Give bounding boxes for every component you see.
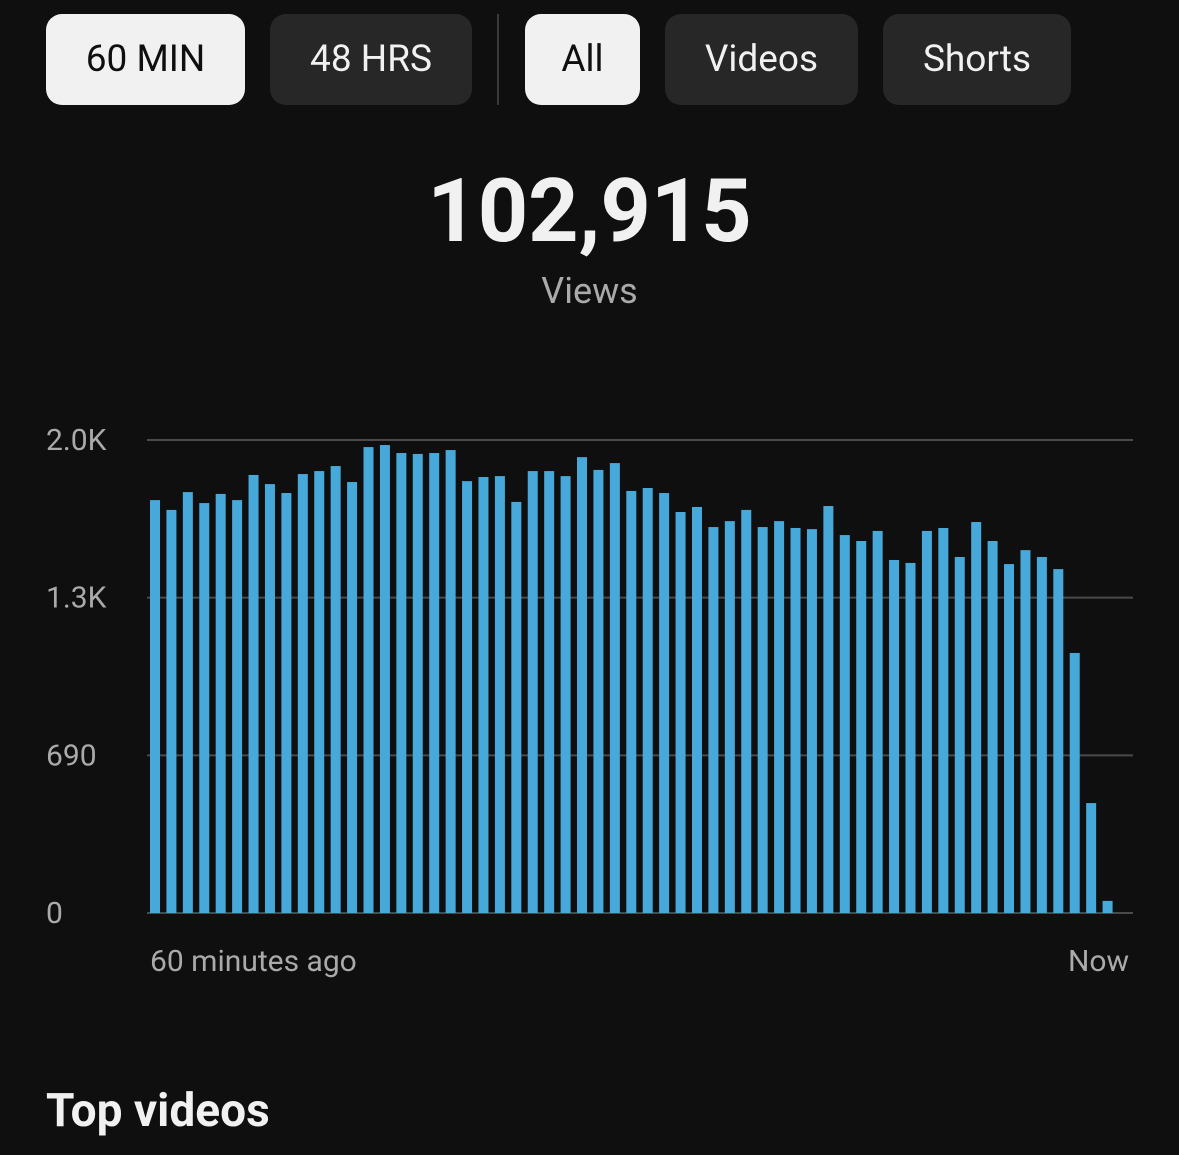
bar: [757, 527, 768, 913]
bar: [182, 492, 193, 913]
bar: [379, 445, 390, 913]
bar: [774, 521, 785, 913]
bar: [577, 457, 588, 913]
bar: [412, 453, 423, 913]
bar: [675, 511, 686, 913]
bar: [199, 503, 210, 913]
bar: [1004, 564, 1015, 913]
bar: [232, 500, 243, 913]
bar: [938, 527, 949, 913]
content-tab[interactable]: All: [525, 14, 640, 105]
bar: [806, 529, 817, 913]
bar: [626, 490, 637, 913]
bar: [708, 527, 719, 913]
period-tab[interactable]: 60 MIN: [46, 14, 245, 105]
y-tick-label: 1.3K: [46, 581, 107, 616]
section-title: Top videos: [46, 1084, 270, 1138]
content-tab[interactable]: Shorts: [883, 14, 1071, 105]
x-label: Now: [1068, 944, 1129, 979]
bar: [166, 509, 177, 913]
bar: [478, 477, 489, 913]
bar: [215, 493, 226, 913]
bar: [823, 506, 834, 913]
bar: [494, 476, 505, 913]
period-tab[interactable]: 48 HRS: [270, 14, 472, 105]
divider: [497, 14, 499, 105]
bar: [1036, 556, 1047, 913]
y-tick-label: 690: [46, 738, 97, 773]
bar: [872, 530, 883, 913]
total-views: 102,915: [427, 160, 752, 263]
bar: [642, 487, 653, 913]
bar: [954, 556, 965, 913]
bar: [1086, 803, 1097, 913]
bar: [1020, 550, 1031, 913]
bar: [544, 471, 555, 913]
bar: [921, 530, 932, 913]
y-tick-label: 2.0K: [46, 423, 107, 458]
bar: [889, 559, 900, 913]
bar: [560, 476, 571, 913]
bar: [839, 535, 850, 913]
bar: [1102, 900, 1113, 913]
bar: [347, 482, 358, 913]
bar: [462, 481, 473, 913]
bar: [971, 522, 982, 913]
bar: [150, 500, 160, 913]
bar: [248, 474, 259, 913]
total-label: Views: [541, 270, 638, 312]
bar: [691, 506, 702, 913]
bar: [527, 471, 538, 913]
bar: [429, 453, 440, 913]
bar: [741, 509, 752, 913]
bar: [856, 540, 867, 913]
bar: [281, 493, 292, 913]
bar: [593, 469, 604, 913]
bar: [724, 521, 735, 913]
x-label: 60 minutes ago: [150, 944, 357, 979]
bar: [790, 527, 801, 913]
bar: [396, 453, 407, 913]
bar: [297, 474, 308, 913]
bar: [363, 447, 374, 913]
bar: [1069, 652, 1080, 913]
bar: [1053, 569, 1064, 913]
bar: [659, 493, 670, 913]
bar: [264, 484, 275, 913]
bar: [330, 466, 341, 913]
bar: [905, 562, 916, 913]
bar: [987, 540, 998, 913]
y-tick-label: 0: [46, 896, 63, 931]
bar: [445, 450, 456, 913]
bar: [609, 463, 620, 913]
bar: [511, 501, 522, 913]
content-tab[interactable]: Videos: [665, 14, 858, 105]
bar: [314, 471, 325, 913]
